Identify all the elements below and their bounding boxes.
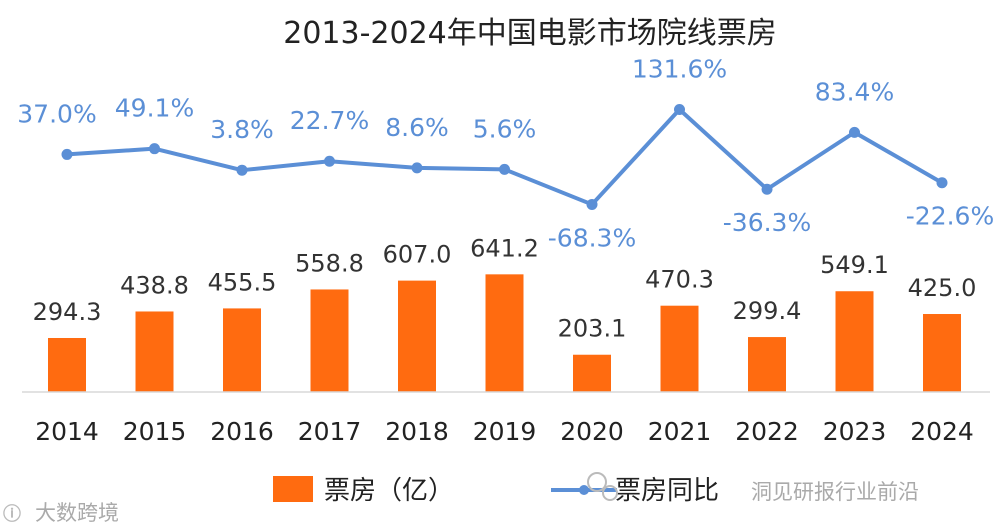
wechat-icon-bubble bbox=[602, 485, 618, 501]
bar-2019 bbox=[485, 274, 524, 392]
bar-label-2015: 438.8 bbox=[120, 271, 189, 299]
bar-label-2022: 299.4 bbox=[733, 297, 802, 325]
bar-2022 bbox=[748, 337, 786, 392]
yoy-label-2024: -22.6% bbox=[906, 202, 994, 231]
bar-series bbox=[48, 274, 961, 392]
watermark-right-text: 洞见研报行业前沿 bbox=[751, 480, 919, 504]
bar-label-2017: 558.8 bbox=[295, 249, 364, 277]
bar-label-2014: 294.3 bbox=[33, 298, 102, 326]
x-tick-2016: 2016 bbox=[210, 417, 274, 446]
yoy-label-2018: 8.6% bbox=[385, 113, 449, 142]
bar-label-2024: 425.0 bbox=[908, 274, 977, 302]
yoy-points bbox=[61, 103, 948, 210]
bar-2016 bbox=[223, 308, 261, 392]
x-tick-2014: 2014 bbox=[35, 417, 99, 446]
yoy-point-2020 bbox=[586, 198, 598, 210]
bar-2024 bbox=[923, 314, 961, 392]
yoy-point-2017 bbox=[324, 155, 335, 167]
x-tick-2018: 2018 bbox=[385, 417, 449, 446]
yoy-point-2024 bbox=[936, 177, 948, 189]
wechat-icon bbox=[587, 472, 607, 492]
legend-line-marker bbox=[579, 485, 589, 495]
yoy-labels: 37.0% 49.1% 3.8% 22.7% 8.6% 5.6% -68.3% 131.6% -… bbox=[17, 54, 994, 252]
watermark-right: 洞见研报行业前沿 bbox=[587, 472, 919, 504]
bar-label-2016: 455.5 bbox=[208, 268, 277, 296]
bar-2015 bbox=[135, 311, 174, 392]
bar-2020 bbox=[573, 354, 611, 392]
yoy-label-2016: 3.8% bbox=[210, 115, 274, 144]
yoy-label-2020: -68.3% bbox=[548, 223, 636, 252]
bar-2021 bbox=[660, 305, 699, 392]
x-tick-2020: 2020 bbox=[560, 417, 624, 446]
bar-2018 bbox=[398, 280, 436, 392]
bar-2023 bbox=[835, 291, 874, 392]
watermark-left-text: 大数跨境 bbox=[35, 501, 119, 525]
x-tick-2021: 2021 bbox=[648, 417, 712, 446]
yoy-point-2018 bbox=[411, 162, 423, 174]
bar-label-2020: 203.1 bbox=[558, 315, 627, 343]
x-tick-labels: 2014 2015 2016 2017 2018 2019 2020 2021 2022 2023… bbox=[35, 417, 974, 446]
yoy-point-2023 bbox=[849, 126, 860, 138]
x-tick-2015: 2015 bbox=[123, 417, 187, 446]
yoy-label-2015: 49.1% bbox=[115, 94, 194, 123]
legend-bar-label: 票房（亿） bbox=[324, 476, 454, 506]
yoy-point-2014 bbox=[61, 148, 73, 160]
watermark-logo-icon: ⓘ bbox=[3, 503, 21, 525]
bar-label-2021: 470.3 bbox=[645, 266, 714, 294]
bar-label-2018: 607.0 bbox=[383, 241, 452, 269]
legend-line-label: 票房同比 bbox=[615, 476, 719, 506]
x-tick-2019: 2019 bbox=[473, 417, 537, 446]
x-tick-2023: 2023 bbox=[823, 417, 887, 446]
legend-bar-swatch bbox=[273, 476, 313, 502]
yoy-point-2015 bbox=[149, 143, 160, 155]
yoy-label-2014: 37.0% bbox=[17, 99, 96, 128]
x-tick-2022: 2022 bbox=[735, 417, 799, 446]
bar-2014 bbox=[48, 337, 86, 392]
yoy-label-2023: 83.4% bbox=[815, 77, 894, 106]
bar-label-2023: 549.1 bbox=[820, 251, 889, 279]
yoy-label-2022: -36.3% bbox=[723, 208, 811, 237]
yoy-point-2022 bbox=[761, 183, 773, 195]
yoy-label-2019: 5.6% bbox=[473, 114, 537, 143]
watermark-left: ⓘ 大数跨境 bbox=[3, 501, 119, 525]
legend: 票房（亿） 票房同比 bbox=[273, 476, 719, 506]
x-tick-2017: 2017 bbox=[298, 417, 362, 446]
yoy-label-2017: 22.7% bbox=[290, 106, 369, 135]
yoy-point-2021 bbox=[674, 103, 685, 115]
bar-labels: 294.3 438.8 455.5 558.8 607.0 641.2 203.1 470.3… bbox=[33, 234, 977, 342]
yoy-point-2016 bbox=[236, 164, 248, 176]
bar-2017 bbox=[310, 289, 349, 392]
yoy-label-2021: 131.6% bbox=[632, 54, 727, 83]
bar-label-2019: 641.2 bbox=[470, 234, 539, 262]
chart-title: 2013-2024年中国电影市场院线票房 bbox=[283, 16, 777, 51]
yoy-point-2019 bbox=[499, 163, 510, 175]
x-tick-2024: 2024 bbox=[910, 417, 974, 446]
